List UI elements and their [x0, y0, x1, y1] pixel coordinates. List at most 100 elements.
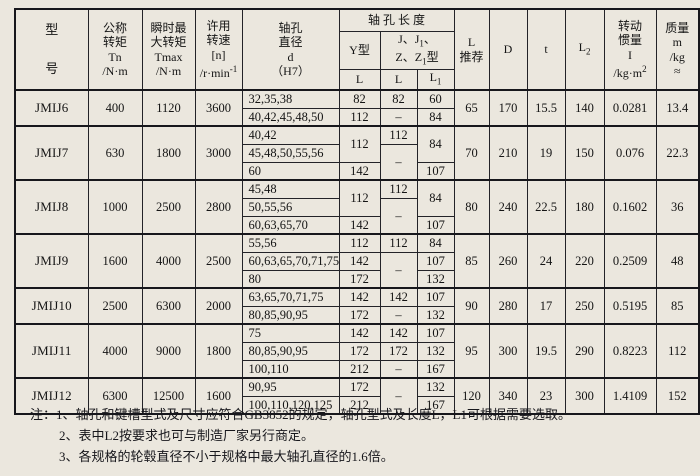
cell-l2: 290	[564, 323, 605, 379]
cell-bore-diameters: 60,63,65,70	[241, 215, 340, 235]
cell-inertia: 0.1602	[603, 179, 657, 235]
cell-jz-length: 112	[379, 233, 418, 253]
notes-prefix: 注：	[30, 407, 57, 422]
table-row: JMIJ10 2500 6300 2000 63,65,70,71,75 142…	[14, 287, 700, 325]
cell-jz-length: –	[379, 143, 418, 181]
cell-outer-diameter: 300	[488, 323, 528, 379]
cell-y-length: 172	[338, 269, 381, 289]
cell-l-recommended: 95	[453, 323, 490, 379]
table-row: JMIJ8 1000 2500 2800 45,48 112 112 84 80…	[14, 179, 700, 235]
header-nominal-torque: 公称 转矩 Tn /N·m	[87, 8, 143, 91]
cell-bore-diameters: 45,48,50,55,56	[241, 143, 340, 163]
cell-outer-diameter: 340	[488, 377, 528, 415]
cell-l-recommended: 120	[453, 377, 490, 415]
cell-y-length: 112	[338, 233, 381, 253]
cell-outer-diameter: 210	[488, 125, 528, 181]
cell-mass: 152	[655, 377, 700, 415]
cell-jz-length: –	[379, 377, 418, 415]
cell-jz-length: –	[379, 251, 418, 289]
cell-bore-diameters: 100,110,120,125	[241, 395, 340, 415]
cell-bore-diameters: 80,85,90,95	[241, 341, 340, 361]
cell-l1-length: 84	[416, 125, 455, 163]
cell-mass: 48	[655, 233, 700, 289]
footnote-1: 注：1、轴孔和键槽型式及尺寸应符合GB3852的规定，轴孔型式及长度L，L1可根…	[30, 407, 571, 422]
coupling-spec-table: 型 号 公称 转矩 Tn /N·m 瞬时最 大转矩 Tmax /N·m 许用 转…	[14, 8, 700, 416]
cell-l1-length: 107	[416, 161, 455, 181]
header-outer-diameter: D	[488, 8, 528, 91]
cell-speed: 2500	[194, 233, 243, 289]
cell-mass: 85	[655, 287, 700, 325]
cell-l2: 300	[564, 377, 605, 415]
cell-y-length: 172	[338, 305, 381, 325]
cell-speed: 2000	[194, 287, 243, 325]
cell-bore-diameters: 40,42	[241, 125, 340, 145]
cell-outer-diameter: 280	[488, 287, 528, 325]
cell-l1-length: 132	[416, 377, 455, 397]
table-row: JMIJ9 1600 4000 2500 55,56 112 112 84 85…	[14, 233, 700, 289]
cell-l1-length: 84	[416, 179, 455, 217]
header-l-recommended: L 推荐	[453, 8, 490, 91]
cell-mass: 22.3	[655, 125, 700, 181]
cell-outer-diameter: 240	[488, 179, 528, 235]
cell-bore-diameters: 100,110	[241, 359, 340, 379]
cell-bore-diameters: 55,56	[241, 233, 340, 253]
header-max-torque: 瞬时最 大转矩 Tmax /N·m	[141, 8, 196, 91]
cell-max-torque: 6300	[141, 287, 196, 325]
cell-max-torque: 9000	[141, 323, 196, 379]
table-row: JMIJ11 4000 9000 1800 75 142 142 107 95 …	[14, 323, 700, 379]
cell-l-recommended: 65	[453, 89, 490, 127]
cell-l1-length: 60	[416, 89, 455, 109]
cell-y-length: 142	[338, 251, 381, 271]
header-jz-type: J、J1、 Z、Z1型	[379, 30, 455, 71]
cell-bore-diameters: 32,35,38	[241, 89, 340, 109]
cell-jz-length: 112	[379, 125, 418, 145]
cell-l-recommended: 90	[453, 287, 490, 325]
cell-jz-length: –	[379, 359, 418, 379]
cell-jz-length: –	[379, 197, 418, 235]
table-row: 60,63,65,70,71,75 142 – 107	[15, 251, 699, 289]
cell-l1-length: 107	[416, 287, 455, 307]
cell-bore-diameters: 90,95	[241, 377, 340, 397]
cell-speed: 2800	[194, 179, 243, 235]
cell-max-torque: 4000	[141, 233, 196, 289]
cell-bore-diameters: 45,48	[241, 179, 340, 199]
cell-t: 15.5	[526, 89, 566, 127]
cell-nominal-torque: 400	[87, 89, 143, 127]
cell-mass: 13.4	[655, 89, 700, 127]
cell-jz-length: –	[379, 305, 418, 325]
footnotes: 注：1、轴孔和键槽型式及尺寸应符合GB3852的规定，轴孔型式及长度L，L1可根…	[30, 404, 690, 467]
cell-y-length: 112	[338, 179, 381, 217]
cell-inertia: 0.2509	[603, 233, 657, 289]
cell-y-length: 142	[338, 161, 381, 181]
cell-mass: 36	[655, 179, 700, 235]
cell-model: JMIJ6	[14, 89, 89, 127]
cell-l1-length: 107	[416, 215, 455, 235]
header-mass: 质量 m /kg ≈	[655, 8, 700, 91]
cell-t: 17	[526, 287, 566, 325]
header-permissible-speed: 许用 转速 [n] /r·min-1	[194, 8, 243, 91]
cell-l2: 220	[564, 233, 605, 289]
cell-nominal-torque: 4000	[87, 323, 143, 379]
cell-t: 19.5	[526, 323, 566, 379]
header-bore-diameter: 轴孔 直径 d （H7）	[241, 8, 340, 91]
cell-l1-length: 167	[416, 395, 455, 415]
cell-model: JMIJ8	[14, 179, 89, 235]
cell-bore-diameters: 80,85,90,95	[241, 305, 340, 325]
header-inertia: 转动 惯量 I /kg·m2	[603, 8, 657, 91]
cell-inertia: 0.076	[603, 125, 657, 181]
cell-y-length: 142	[338, 323, 381, 343]
cell-l1-length: 132	[416, 269, 455, 289]
cell-jz-length: 172	[379, 341, 418, 361]
cell-l1-length: 84	[416, 233, 455, 253]
cell-bore-diameters: 60,63,65,70,71,75	[241, 251, 340, 271]
cell-nominal-torque: 6300	[87, 377, 143, 415]
cell-nominal-torque: 1000	[87, 179, 143, 235]
cell-t: 19	[526, 125, 566, 181]
cell-y-length: 142	[338, 287, 381, 307]
cell-outer-diameter: 170	[488, 89, 528, 127]
cell-model: JMIJ11	[14, 323, 89, 379]
table-row: 100,110 212 – 167	[15, 359, 699, 379]
cell-speed: 1800	[194, 323, 243, 379]
cell-nominal-torque: 2500	[87, 287, 143, 325]
header-model-bottom: 号	[45, 61, 59, 77]
